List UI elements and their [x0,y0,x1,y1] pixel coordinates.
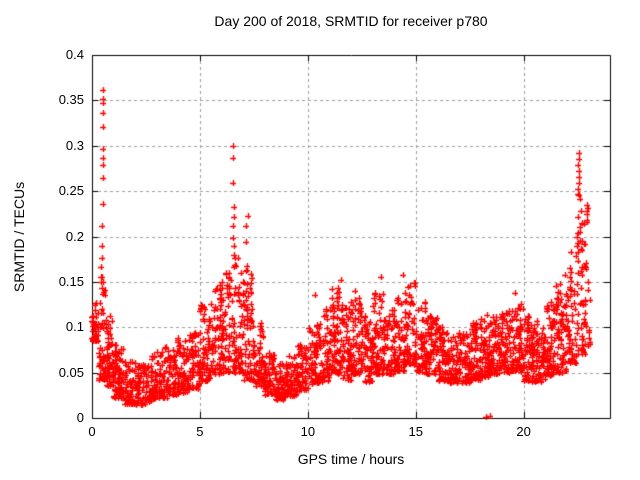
y-tick-label: 0.4 [65,47,84,62]
x-axis-label: GPS time / hours [297,451,405,467]
x-tick-label: 10 [300,424,316,439]
y-tick-label: 0.05 [58,364,84,380]
y-tick-label: 0.15 [58,273,84,289]
x-tick-label: 15 [408,424,423,439]
x-tick-label: 5 [196,424,204,439]
x-tick-label: 0 [88,424,96,439]
y-tick-label: 0.2 [65,228,84,244]
y-tick-label: 0.35 [58,92,84,108]
x-tick-label: 20 [516,424,531,439]
y-tick-label: 0.3 [65,137,84,153]
y-tick-label: 0.1 [65,319,84,335]
y-tick-label: 0.25 [58,183,84,199]
y-tick-label: 0 [76,410,84,425]
chart-title: Day 200 of 2018, SRMTID for receiver p78… [214,13,488,29]
